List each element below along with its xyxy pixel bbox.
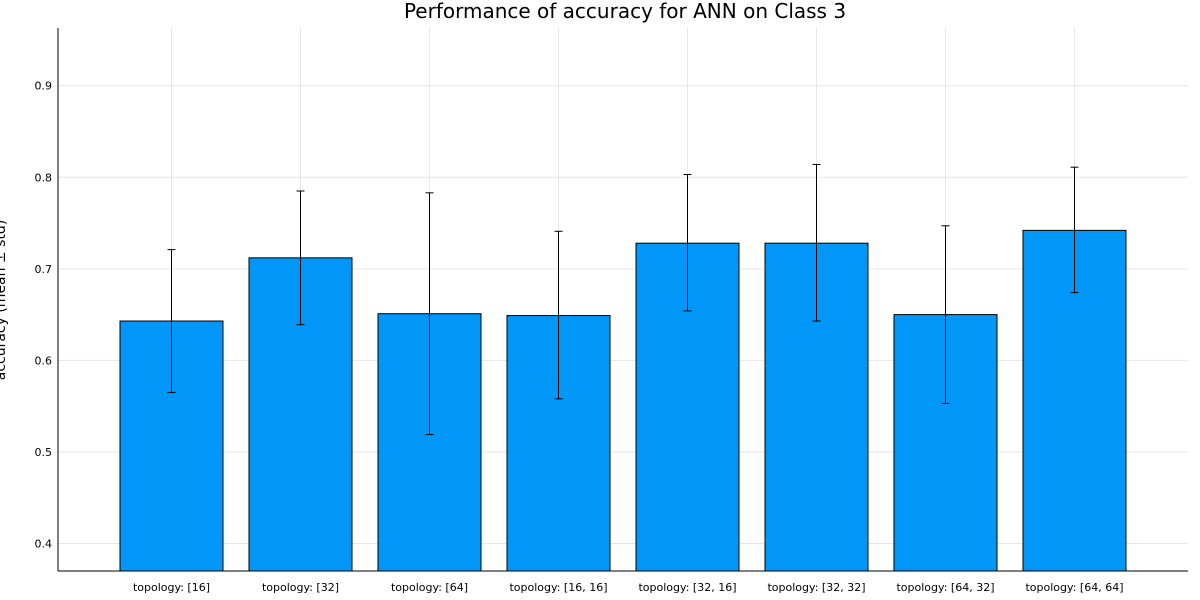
y-tick-label: 0.6 [35, 354, 53, 367]
x-tick-label: topology: [64, 64] [1025, 581, 1123, 594]
y-tick-label: 0.8 [35, 171, 53, 184]
x-tick-label: topology: [32, 32] [767, 581, 865, 594]
grid-lines [58, 28, 1188, 571]
bars [119, 229, 1127, 572]
x-tick-label: topology: [16, 16] [509, 581, 607, 594]
x-tick-label: topology: [32] [262, 581, 339, 594]
error-bars [167, 163, 1079, 436]
y-tick-labels: 0.4 0.5 0.6 0.7 0.8 0.9 [35, 80, 53, 551]
x-tick-label: topology: [16] [133, 581, 210, 594]
y-tick-label: 0.7 [35, 263, 53, 276]
y-tick-label: 0.9 [35, 80, 53, 93]
x-tick-label: topology: [32, 16] [638, 581, 736, 594]
x-tick-labels: topology: [16] topology: [32] topology: [6… [133, 581, 1124, 594]
y-tick-label: 0.4 [35, 538, 53, 551]
x-tick-label: topology: [64] [391, 581, 468, 594]
y-axis-label: accuracy (mean ± std) [0, 220, 9, 381]
x-tick-label: topology: [64, 32] [896, 581, 994, 594]
y-tick-label: 0.5 [35, 446, 53, 459]
chart-title: Performance of accuracy for ANN on Class… [404, 0, 846, 23]
